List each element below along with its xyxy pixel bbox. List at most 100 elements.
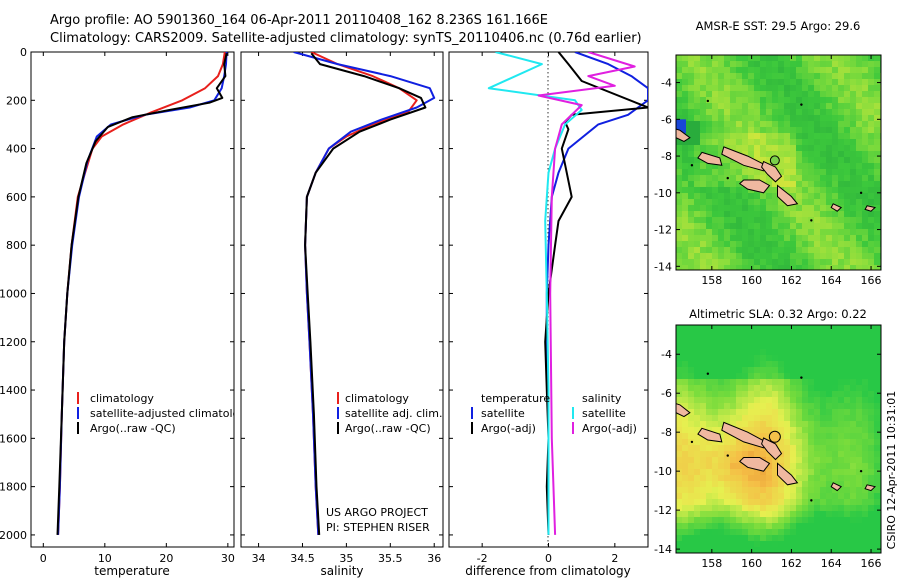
map-cell <box>784 349 791 356</box>
map-cell <box>730 139 737 146</box>
map-cell <box>694 217 701 224</box>
map-cell <box>856 79 863 86</box>
map-cell <box>856 475 863 482</box>
map-cell <box>760 61 767 68</box>
map-cell <box>814 127 821 134</box>
map-cell <box>676 187 683 194</box>
map-cell <box>718 349 725 356</box>
map-cell <box>844 325 851 332</box>
map-cell <box>862 499 869 506</box>
map-cell <box>778 217 785 224</box>
map-cell <box>862 433 869 440</box>
map-cell <box>826 211 833 218</box>
map-cell <box>838 469 845 476</box>
map-cell <box>862 385 869 392</box>
map-cell <box>730 541 737 548</box>
map-cell <box>814 229 821 236</box>
map-cell <box>760 517 767 524</box>
map-cell <box>742 499 749 506</box>
map-cell <box>706 67 713 74</box>
figure-title-line1: Argo profile: AO 5901360_164 06-Apr-2011… <box>50 13 548 28</box>
map-cell <box>808 265 815 270</box>
map-cell <box>724 331 731 338</box>
map-cell <box>694 127 701 134</box>
map-cell <box>700 391 707 398</box>
map-cell <box>760 253 767 260</box>
map-cell <box>808 55 815 62</box>
map-cell <box>754 445 761 452</box>
map-cell <box>766 499 773 506</box>
map-cell <box>802 241 809 248</box>
map-cell <box>802 547 809 553</box>
map-cell <box>814 145 821 152</box>
map-cell <box>766 247 773 254</box>
map-cell <box>808 403 815 410</box>
map-cell <box>688 379 695 386</box>
map-cell <box>826 247 833 254</box>
map-cell <box>778 157 785 164</box>
map-cell <box>730 331 737 338</box>
map-cell <box>754 421 761 428</box>
map-cell <box>784 163 791 170</box>
map-cell <box>694 157 701 164</box>
map-cell <box>700 139 707 146</box>
map-cell <box>742 265 749 270</box>
map-cell <box>760 433 767 440</box>
map-cell <box>742 247 749 254</box>
map-cell <box>778 367 785 374</box>
map-cell <box>808 445 815 452</box>
map-cell <box>778 67 785 74</box>
map-cell <box>796 121 803 128</box>
map-cell <box>688 127 695 134</box>
map-cell <box>730 133 737 140</box>
map-cell <box>706 265 713 270</box>
map-cell <box>724 355 731 362</box>
map-cell <box>802 337 809 344</box>
map-cell <box>748 373 755 380</box>
map-cell <box>688 487 695 494</box>
map-cell <box>832 265 839 270</box>
map-cell <box>826 325 833 332</box>
map-cell <box>754 343 761 350</box>
map-cell <box>694 325 701 332</box>
map-cell <box>790 451 797 458</box>
map-cell <box>790 421 797 428</box>
map-cell <box>844 163 851 170</box>
map-cell <box>754 325 761 332</box>
map-cell <box>742 505 749 512</box>
map-cell <box>766 157 773 164</box>
map-cell <box>844 223 851 230</box>
map-cell <box>784 493 791 500</box>
map-cell <box>862 517 869 524</box>
map-cell <box>718 223 725 230</box>
map-cell <box>844 529 851 536</box>
map-cell <box>760 223 767 230</box>
map-cell <box>868 433 875 440</box>
y-tick-label: -10 <box>654 465 672 478</box>
sst-map-ticks: 158 160 162 164 166-4-6-8-10-12-14 <box>654 55 882 287</box>
map-cell <box>718 115 725 122</box>
map-cell <box>820 235 827 242</box>
map-cell <box>844 205 851 212</box>
map-cell <box>676 145 683 152</box>
map-cell <box>778 199 785 206</box>
map-cell <box>862 409 869 416</box>
map-cell <box>856 451 863 458</box>
map-cell <box>706 487 713 494</box>
map-cell <box>874 61 881 68</box>
map-cell <box>868 409 875 416</box>
map-cell <box>802 331 809 338</box>
map-cell <box>748 67 755 74</box>
series-line-satellite <box>487 52 583 535</box>
map-cell <box>742 397 749 404</box>
map-cell <box>736 67 743 74</box>
map-cell <box>694 433 701 440</box>
map-cell <box>706 127 713 134</box>
map-cell <box>712 427 719 434</box>
map-cell <box>856 67 863 74</box>
map-cell <box>742 415 749 422</box>
map-cell <box>688 103 695 110</box>
map-cell <box>730 391 737 398</box>
map-cell <box>718 373 725 380</box>
map-cell <box>754 451 761 458</box>
